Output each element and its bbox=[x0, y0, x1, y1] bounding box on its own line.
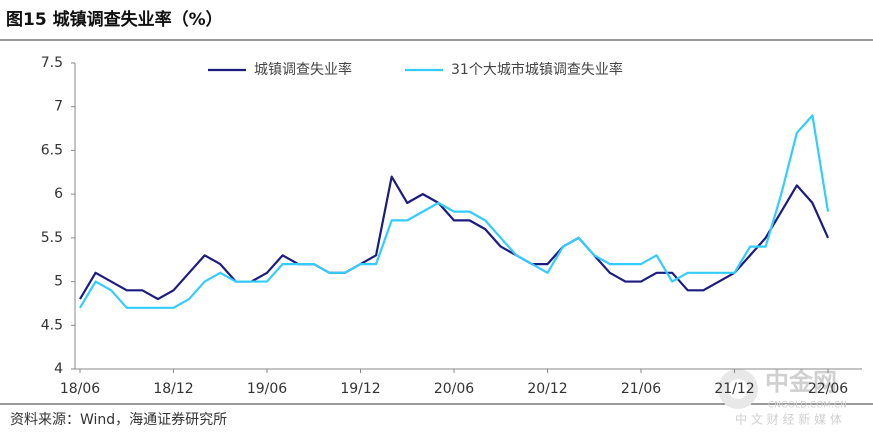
legend-label: 31个大城市城镇调查失业率 bbox=[451, 61, 623, 78]
x-tick-label: 19/06 bbox=[247, 381, 287, 397]
y-tick-label: 5.5 bbox=[41, 230, 63, 246]
watermark-text: CNGOLD.COM.CN bbox=[768, 401, 847, 411]
watermark-logo bbox=[728, 379, 748, 399]
x-tick-label: 20/06 bbox=[434, 381, 474, 397]
y-tick-label: 4 bbox=[54, 361, 63, 377]
series-line bbox=[79, 175, 830, 301]
x-tick-label: 19/12 bbox=[340, 381, 380, 397]
y-tick-label: 7.5 bbox=[41, 55, 63, 71]
y-tick-label: 6 bbox=[54, 186, 63, 202]
x-tick-label: 22/06 bbox=[808, 381, 848, 397]
x-tick-label: 18/06 bbox=[60, 381, 100, 397]
y-tick-label: 7 bbox=[54, 99, 63, 115]
watermark: 中金网 CNGOLD.COM.CN 中 文 财 经 新 媒 体 bbox=[718, 368, 847, 427]
x-tick-label: 21/12 bbox=[714, 381, 754, 397]
y-tick-label: 6.5 bbox=[41, 142, 63, 158]
series-line bbox=[79, 114, 830, 309]
x-tick-label: 21/06 bbox=[621, 381, 661, 397]
watermark-text: 中金网 bbox=[765, 368, 837, 396]
legend-label: 城镇调查失业率 bbox=[254, 61, 352, 78]
y-tick-label: 5 bbox=[54, 274, 63, 290]
chart-title: 图15 城镇调查失业率（%） bbox=[6, 9, 223, 30]
watermark-text: 中 文 财 经 新 媒 体 bbox=[735, 412, 842, 427]
source-note: 资料来源：Wind，海通证券研究所 bbox=[10, 412, 227, 428]
x-tick-label: 20/12 bbox=[527, 381, 567, 397]
y-tick-label: 4.5 bbox=[41, 317, 63, 333]
x-tick-label: 18/12 bbox=[153, 381, 193, 397]
